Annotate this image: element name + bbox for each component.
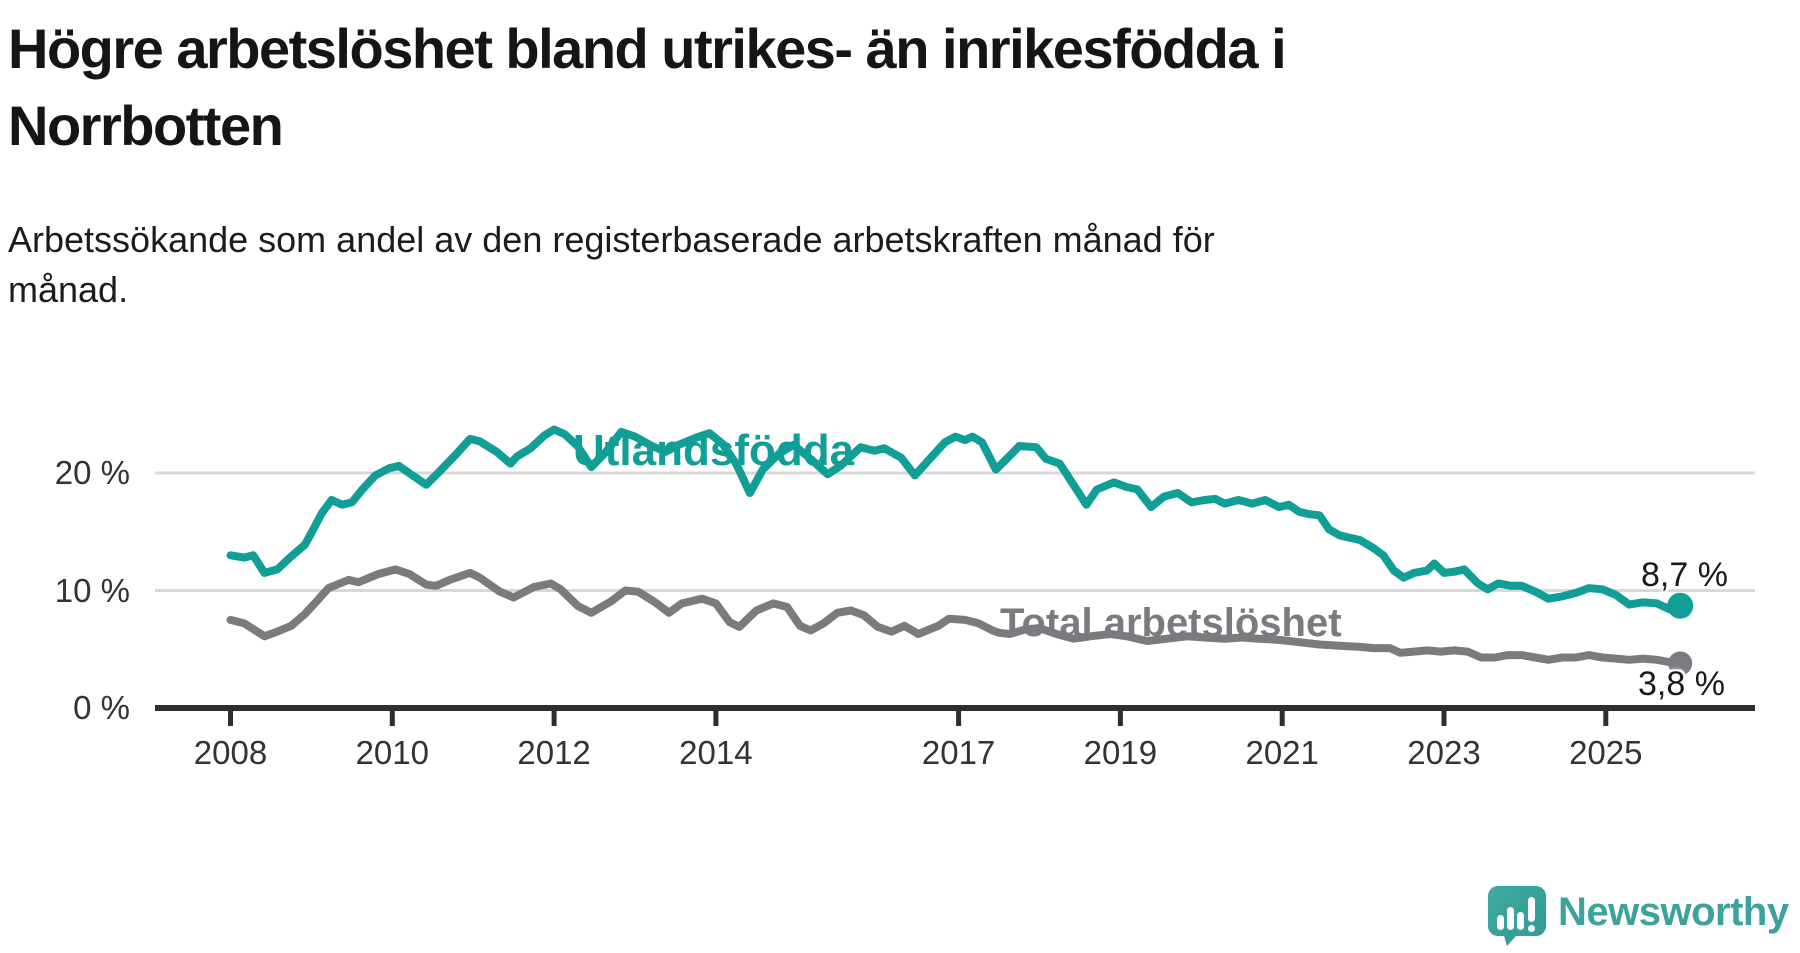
page-title: Högre arbetslöshet bland utrikes- än inr… bbox=[8, 10, 1608, 165]
x-tick-label-2023: 2023 bbox=[1407, 734, 1481, 771]
x-tick-label-2025: 2025 bbox=[1569, 734, 1643, 771]
x-tick-label-2010: 2010 bbox=[355, 734, 429, 771]
end-value-label-utlandsfodda: 8,7 % bbox=[1641, 556, 1728, 594]
subtitle-line-2: månad. bbox=[8, 269, 129, 311]
newsworthy-bubble-chart-icon bbox=[1488, 886, 1546, 946]
x-tick-label-2012: 2012 bbox=[517, 734, 591, 771]
series-label-utlandsfodda: Utlandsfödda bbox=[573, 426, 855, 475]
x-tick-label-2019: 2019 bbox=[1083, 734, 1158, 771]
title-line-2: Norrbotten bbox=[8, 94, 284, 158]
series-label-total-arbetsloshet: Total arbetslöshet bbox=[1000, 601, 1342, 645]
newsworthy-logo-text: Newsworthy bbox=[1558, 890, 1789, 934]
y-tick-label-10: 10 % bbox=[54, 571, 130, 609]
series-end-dot-utlandsfodda bbox=[1667, 592, 1694, 619]
series-end-dot-total bbox=[1668, 651, 1693, 676]
chart-subtitle: Arbetssökande som andel av den registerb… bbox=[8, 215, 1608, 316]
y-tick-label-0: 0 % bbox=[73, 689, 130, 726]
y-tick-label-20: 20 % bbox=[54, 454, 130, 491]
x-tick-label-2014: 2014 bbox=[679, 734, 753, 771]
x-tick-label-2008: 2008 bbox=[193, 734, 268, 771]
series-line-utlandsfodda bbox=[226, 425, 1685, 614]
x-tick-label-2021: 2021 bbox=[1245, 734, 1319, 771]
series-line-total bbox=[226, 565, 1685, 668]
x-tick-label-2017: 2017 bbox=[921, 734, 996, 771]
subtitle-line-1: Arbetssökande som andel av den registerb… bbox=[8, 219, 1215, 260]
title-line-1: Högre arbetslöshet bland utrikes- än inr… bbox=[8, 17, 1287, 80]
newsworthy-logo: Newsworthy bbox=[1486, 884, 1800, 948]
end-value-label-total: 3,8 % bbox=[1638, 665, 1725, 703]
